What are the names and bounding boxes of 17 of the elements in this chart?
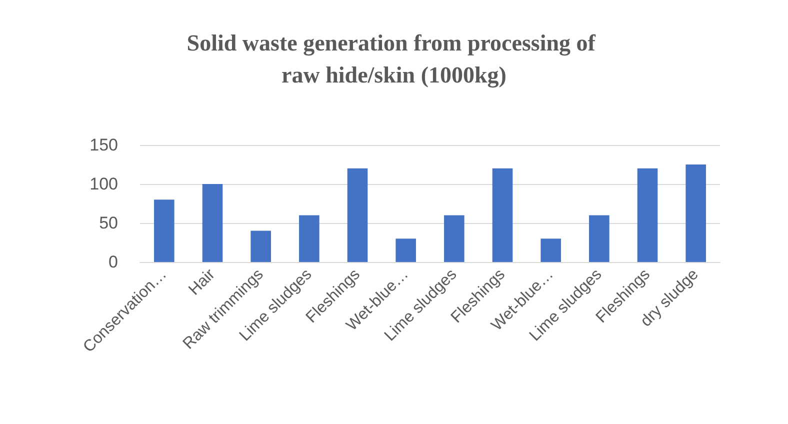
- bar: [686, 164, 706, 262]
- bar: [540, 238, 561, 262]
- y-tick-label: 0: [108, 252, 118, 272]
- bar: [396, 238, 416, 262]
- bar: [154, 200, 174, 262]
- bar: [492, 168, 513, 262]
- bar: [299, 215, 320, 262]
- y-tick-label: 100: [90, 174, 118, 194]
- y-tick-label: 150: [90, 136, 118, 154]
- bar: [250, 230, 271, 262]
- bar: [202, 184, 223, 262]
- bar: [637, 168, 658, 262]
- y-tick-label: 50: [99, 214, 118, 232]
- bar: [444, 215, 464, 262]
- bar: [589, 215, 610, 262]
- chart-title: Solid waste generation from processing of raw hide/skin (1000kg): [186, 30, 602, 88]
- bar: [347, 168, 368, 262]
